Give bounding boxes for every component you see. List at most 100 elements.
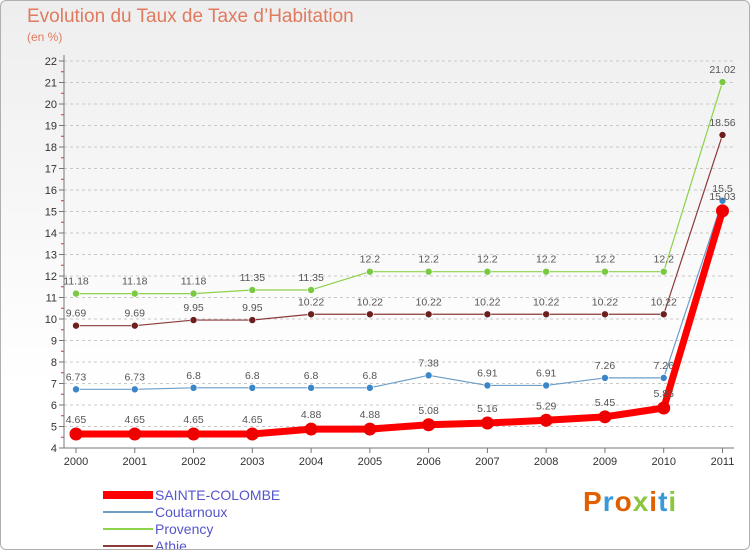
x-tick-label: 2005 — [358, 456, 382, 468]
data-label-provency: 12.2 — [477, 254, 498, 266]
y-tick-label: 5 — [51, 422, 57, 434]
data-label-sainte-colombe: 5.29 — [536, 400, 557, 412]
data-label-provency: 12.2 — [418, 254, 439, 266]
logo-letter: i — [649, 486, 659, 517]
y-tick-label: 6 — [51, 400, 57, 412]
data-point-provency — [718, 78, 727, 86]
data-label-provency: 11.18 — [122, 276, 148, 288]
data-point-provency — [248, 286, 257, 294]
data-label-coutarnoux: 6.91 — [477, 367, 498, 379]
data-point-coutarnoux — [659, 374, 668, 382]
y-tick-label: 18 — [45, 142, 57, 154]
data-label-sainte-colombe: 4.65 — [125, 414, 146, 426]
data-point-athie — [718, 131, 727, 139]
y-tick-label: 14 — [45, 228, 57, 240]
data-point-athie — [248, 316, 257, 324]
data-label-athie: 9.69 — [125, 308, 146, 320]
x-tick-label: 2011 — [711, 456, 735, 468]
data-label-coutarnoux: 7.38 — [418, 357, 439, 369]
data-label-coutarnoux: 6.8 — [186, 370, 201, 382]
data-point-sainte-colombe — [598, 410, 612, 424]
data-point-athie — [424, 310, 433, 319]
data-point-coutarnoux — [307, 383, 315, 392]
data-point-provency — [307, 286, 315, 294]
data-point-provency — [542, 267, 550, 276]
x-tick-label: 2004 — [299, 456, 323, 468]
data-label-athie: 9.69 — [66, 308, 87, 320]
x-tick-label: 2002 — [181, 456, 205, 468]
data-label-sainte-colombe: 5.16 — [477, 403, 498, 415]
data-point-sainte-colombe — [128, 427, 142, 441]
data-label-provency: 12.2 — [536, 254, 557, 266]
chart-subtitle: (en %) — [27, 30, 63, 44]
data-point-athie — [659, 310, 668, 319]
data-label-provency: 11.35 — [298, 272, 324, 284]
data-label-provency: 21.02 — [709, 64, 735, 76]
data-point-provency — [659, 267, 668, 276]
data-point-athie — [72, 321, 80, 330]
data-label-athie: 10.22 — [651, 296, 677, 308]
data-point-sainte-colombe — [657, 401, 671, 415]
data-point-coutarnoux — [189, 383, 198, 392]
series-line-sainte-colombe — [72, 207, 726, 438]
x-tick-label: 2006 — [416, 456, 440, 468]
data-point-athie — [307, 310, 315, 319]
data-point-athie — [542, 310, 550, 319]
data-point-coutarnoux — [72, 385, 80, 394]
legend-label: Athie — [155, 538, 187, 550]
series-line-athie — [75, 134, 724, 327]
logo-letter: r — [602, 486, 615, 517]
y-tick-label: 20 — [45, 99, 57, 111]
y-tick-label: 13 — [45, 250, 57, 262]
y-tick-label: 9 — [51, 336, 57, 348]
data-label-athie: 10.22 — [357, 296, 383, 308]
data-point-provency — [601, 267, 609, 276]
data-label-sainte-colombe: 4.65 — [242, 414, 263, 426]
data-label-sainte-colombe: 15.03 — [709, 191, 735, 203]
legend-swatch — [103, 491, 153, 499]
x-tick-label: 2007 — [475, 456, 499, 468]
data-label-provency: 12.2 — [360, 254, 381, 266]
y-tick-label: 16 — [45, 185, 57, 197]
series-line-coutarnoux — [75, 200, 724, 390]
data-point-coutarnoux — [366, 383, 374, 392]
y-tick-label: 7 — [51, 379, 57, 391]
x-tick-label: 2009 — [593, 456, 617, 468]
data-label-sainte-colombe: 4.88 — [301, 409, 322, 421]
legend-label: Provency — [155, 521, 214, 537]
data-point-sainte-colombe — [539, 413, 553, 427]
data-label-provency: 12.2 — [654, 254, 675, 266]
data-point-athie — [366, 310, 374, 319]
logo-letter: P — [583, 486, 603, 517]
series-line-provency — [75, 81, 724, 295]
data-point-provency — [189, 289, 198, 298]
data-label-sainte-colombe: 5.08 — [418, 405, 439, 417]
data-point-sainte-colombe — [69, 427, 83, 441]
data-label-athie: 9.95 — [183, 302, 204, 314]
data-point-coutarnoux — [601, 374, 609, 382]
data-label-sainte-colombe: 4.65 — [183, 414, 204, 426]
data-label-athie: 9.95 — [242, 302, 263, 314]
data-label-sainte-colombe: 5.45 — [595, 397, 616, 409]
y-tick-label: 10 — [45, 314, 57, 326]
y-tick-label: 22 — [45, 56, 57, 68]
data-label-coutarnoux: 15.5 — [712, 183, 733, 195]
chart-title: Evolution du Taux de Taxe d’Habitation — [27, 6, 354, 27]
data-label-provency: 11.18 — [63, 276, 89, 288]
legend-label: Coutarnoux — [155, 504, 228, 520]
data-label-athie: 10.22 — [533, 296, 559, 308]
data-point-provency — [424, 267, 433, 276]
legend-swatch — [103, 545, 153, 547]
data-label-coutarnoux: 6.73 — [66, 371, 87, 383]
x-tick-label: 2010 — [651, 456, 675, 468]
data-point-sainte-colombe — [480, 416, 494, 430]
data-label-athie: 10.22 — [592, 296, 618, 308]
logo-letter: i — [668, 486, 678, 517]
data-label-provency: 12.2 — [595, 254, 616, 266]
data-point-provency — [130, 289, 139, 298]
data-label-provency: 11.18 — [181, 276, 207, 288]
data-label-coutarnoux: 6.8 — [363, 370, 378, 382]
data-label-coutarnoux: 7.26 — [654, 360, 675, 372]
data-point-coutarnoux — [248, 383, 257, 392]
